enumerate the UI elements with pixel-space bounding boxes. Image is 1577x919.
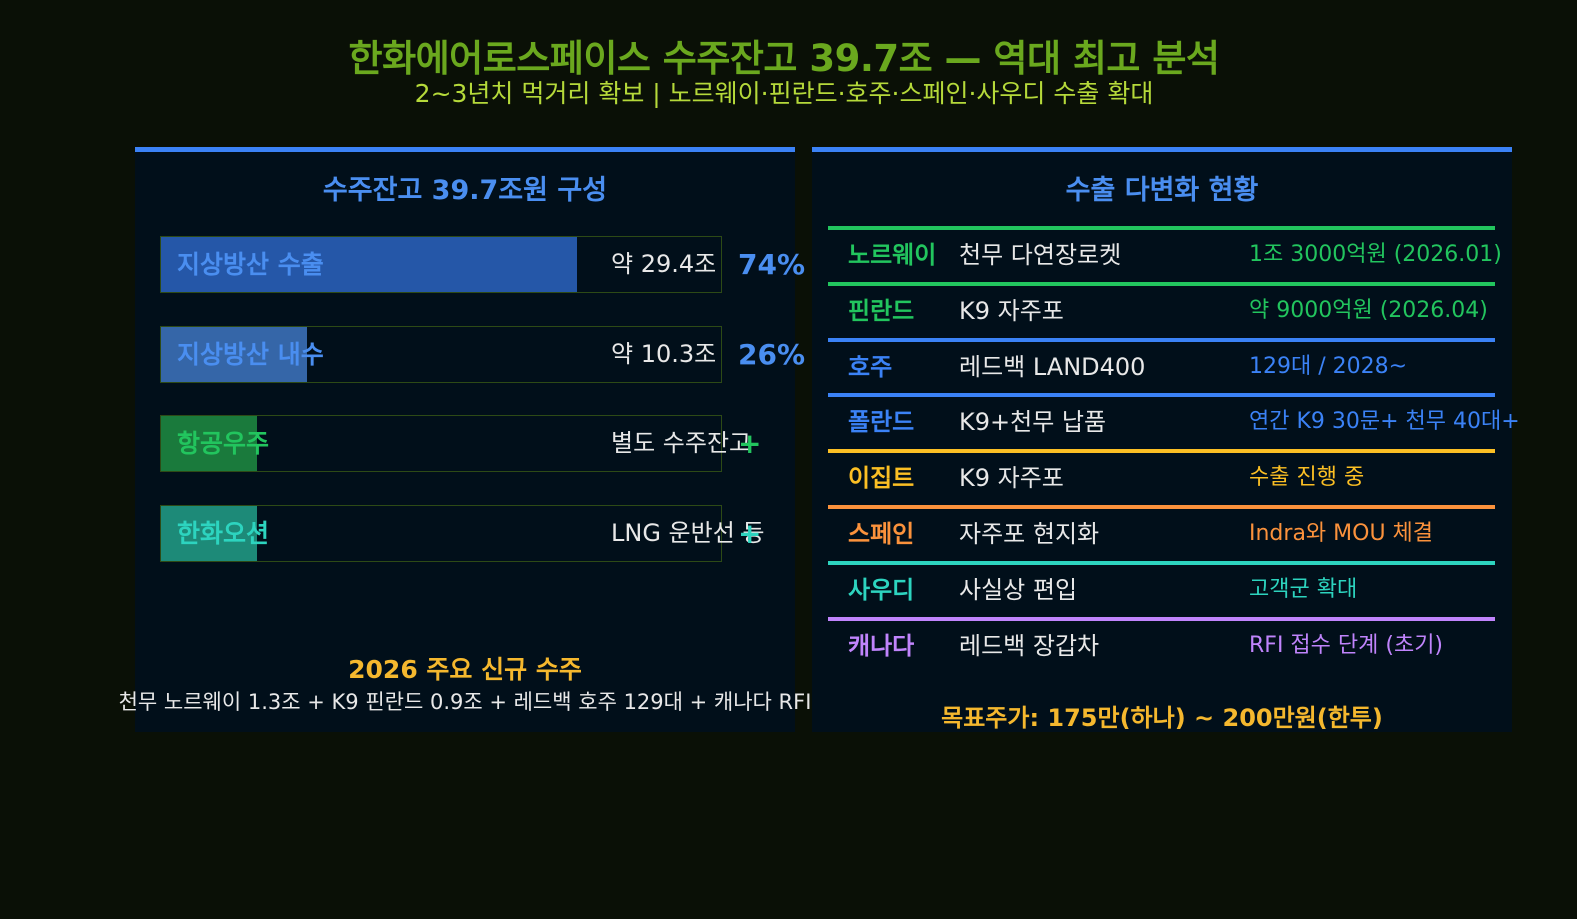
target-price: 목표주가: 175만(하나) ~ 200만원(한투): [812, 698, 1512, 733]
bar-category-label: 항공우주: [177, 416, 269, 471]
bar-category-label: 지상방산 수출: [177, 237, 324, 292]
row-item: 자주포 현지화: [959, 514, 1099, 549]
row-country: 스페인: [848, 514, 914, 549]
row-item: 천무 다연장로켓: [959, 235, 1121, 270]
bar-track: 항공우주 별도 수주잔고 +: [160, 415, 722, 472]
row-item: K9 자주포: [959, 458, 1064, 493]
row-info: 1조 3000억원 (2026.01): [1249, 236, 1502, 268]
row-divider: [828, 561, 1495, 565]
backlog-panel-title: 수주잔고 39.7조원 구성: [135, 168, 795, 207]
bar-percent-label: 74%: [738, 237, 805, 292]
row-divider: [828, 282, 1495, 286]
row-info: 고객군 확대: [1249, 571, 1357, 603]
row-info: 129대 / 2028~: [1249, 348, 1407, 380]
row-country: 호주: [848, 347, 892, 382]
row-country: 이집트: [848, 458, 914, 493]
row-divider: [828, 226, 1495, 230]
page-subtitle: 2~3년치 먹거리 확보 | 노르웨이·핀란드·호주·스페인·사우디 수출 확대: [0, 74, 1568, 110]
bar-value-label: 약 29.4조: [611, 237, 716, 292]
row-item: K9 자주포: [959, 291, 1064, 326]
bar-category-label: 지상방산 내수: [177, 327, 324, 382]
row-country: 노르웨이: [848, 235, 936, 270]
row-country: 사우디: [848, 570, 914, 605]
bar-category-label: 한화오션: [177, 506, 269, 561]
bar-track: 지상방산 내수 약 10.3조 26%: [160, 326, 722, 383]
row-info: 약 9000억원 (2026.04): [1249, 292, 1488, 324]
row-country: 폴란드: [848, 402, 914, 437]
bar-percent-label: 26%: [738, 327, 805, 382]
row-item: 레드백 장갑차: [959, 626, 1099, 661]
new-orders-text: 천무 노르웨이 1.3조 + K9 핀란드 0.9조 + 레드백 호주 129대…: [0, 686, 930, 716]
row-info: 수출 진행 중: [1249, 459, 1364, 491]
bar-percent-label: +: [738, 416, 761, 471]
bar-value-label: 약 10.3조: [611, 327, 716, 382]
export-panel-title: 수출 다변화 현황: [812, 168, 1512, 207]
row-info: Indra와 MOU 체결: [1249, 515, 1433, 547]
new-orders-title: 2026 주요 신규 수주: [135, 650, 795, 686]
row-info: 연간 K9 30문+ 천무 40대+: [1249, 403, 1520, 435]
row-item: 사실상 편입: [959, 570, 1077, 605]
row-info: RFI 접수 단계 (초기): [1249, 627, 1443, 659]
bar-track: 한화오션 LNG 운반선 등 +: [160, 505, 722, 562]
row-item: K9+천무 납품: [959, 402, 1106, 437]
row-country: 핀란드: [848, 291, 914, 326]
row-divider: [828, 393, 1495, 397]
row-divider: [828, 449, 1495, 453]
row-country: 캐나다: [848, 626, 914, 661]
row-divider: [828, 338, 1495, 342]
row-divider: [828, 505, 1495, 509]
row-item: 레드백 LAND400: [959, 347, 1145, 382]
bar-value-label: 별도 수주잔고: [611, 416, 751, 471]
bar-percent-label: +: [738, 506, 761, 561]
bar-track: 지상방산 수출 약 29.4조 74%: [160, 236, 722, 293]
row-divider: [828, 617, 1495, 621]
